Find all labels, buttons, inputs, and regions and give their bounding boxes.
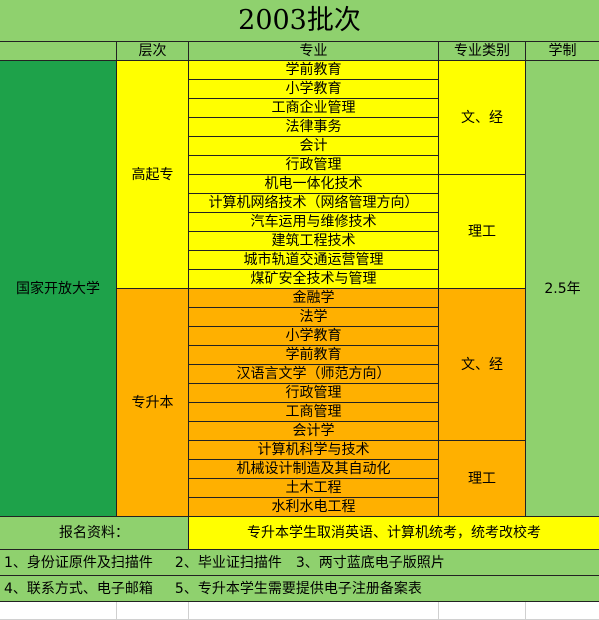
header-category: 专业类别 [439,42,526,61]
category-arts-cell: 文、经 [439,61,526,175]
requirement-row: 1、身份证原件及扫描件 2、毕业证扫描件 3、两寸蓝底电子版照片 [0,550,599,576]
major-cell: 煤矿安全技术与管理 [189,270,439,289]
major-cell: 会计 [189,137,439,156]
empty-cell [0,602,117,620]
major-cell: 工商企业管理 [189,99,439,118]
empty-cell [117,602,189,620]
major-cell: 行政管理 [189,156,439,175]
level-gaoqizhuan: 高起专 [117,61,189,289]
major-cell: 工商管理 [189,403,439,422]
major-cell: 计算机科学与技术 [189,441,439,460]
category-science-cell: 理工 [439,175,526,289]
major-cell: 建筑工程技术 [189,232,439,251]
materials-label: 报名资料： [0,517,189,550]
major-cell: 计算机网络技术（网络管理方向） [189,194,439,213]
major-cell: 城市轨道交通运营管理 [189,251,439,270]
major-cell: 会计学 [189,422,439,441]
requirement-item: 2、毕业证扫描件 [174,554,282,571]
major-cell: 学前教育 [189,61,439,80]
major-cell: 土木工程 [189,479,439,498]
level-zhuanshengben: 专升本 [117,289,189,517]
category-arts-cell: 文、经 [439,289,526,441]
requirement-item: 5、专升本学生需要提供电子注册备案表 [174,580,422,597]
duration-cell: 2.5年 [526,61,599,517]
major-cell: 汉语言文学（师范方向） [189,365,439,384]
empty-cell [439,602,526,620]
major-cell: 金融学 [189,289,439,308]
major-cell: 汽车运用与维修技术 [189,213,439,232]
empty-cell [526,602,599,620]
major-cell: 小学教育 [189,80,439,99]
major-cell: 法学 [189,308,439,327]
major-cell: 机电一体化技术 [189,175,439,194]
requirement-row: 4、联系方式、电子邮箱 5、专升本学生需要提供电子注册备案表 [0,576,599,602]
page-title: 2003批次 [0,0,599,42]
major-cell: 水利水电工程 [189,498,439,517]
requirement-item: 4、联系方式、电子邮箱 [4,580,153,597]
institution-cell: 国家开放大学 [0,61,117,517]
header-duration: 学制 [526,42,599,61]
major-cell: 学前教育 [189,346,439,365]
major-cell: 行政管理 [189,384,439,403]
header-blank [0,42,117,61]
materials-note: 专升本学生取消英语、计算机统考，统考改校考 [189,517,599,550]
category-science-cell: 理工 [439,441,526,517]
empty-cell [189,602,439,620]
requirement-item: 3、两寸蓝底电子版照片 [295,554,445,571]
header-level: 层次 [117,42,189,61]
major-cell: 法律事务 [189,118,439,137]
requirement-item: 1、身份证原件及扫描件 [4,554,153,571]
major-cell: 小学教育 [189,327,439,346]
major-cell: 机械设计制造及其自动化 [189,460,439,479]
header-major: 专业 [189,42,439,61]
